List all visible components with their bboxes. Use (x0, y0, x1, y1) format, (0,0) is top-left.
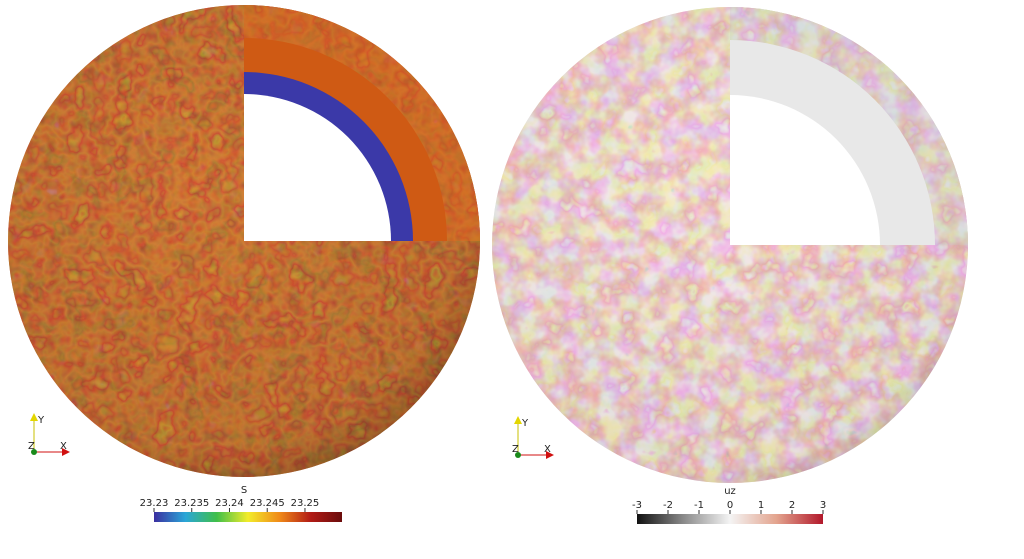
left-colorbar: S 23.23 23.235 23.24 23.245 23.25 (140, 485, 342, 522)
axis-label-y: Y (37, 415, 45, 426)
colorbar-tick-label: 23.235 (174, 498, 209, 509)
left-cutaway (244, 5, 480, 241)
axis-label-x: X (60, 441, 67, 452)
right-orientation-axes: Y X Z (512, 416, 554, 459)
right-colorbar: uz -3 -2 -1 0 1 2 3 (632, 486, 826, 524)
colorbar-ramp (637, 514, 823, 524)
colorbar-tick-label: 1 (758, 500, 764, 511)
left-sphere (8, 5, 480, 477)
colorbar-tick-label: 23.245 (250, 498, 285, 509)
left-orientation-axes: Y X Z (28, 413, 70, 456)
axis-label-z: Z (512, 444, 519, 455)
axis-label-y: Y (521, 418, 529, 429)
colorbar-title: uz (724, 486, 736, 497)
colorbar-tick-label: -2 (663, 500, 673, 511)
colorbar-tick-label: 23.24 (215, 498, 244, 509)
colorbar-tick-label: 3 (820, 500, 826, 511)
right-sphere (492, 7, 968, 483)
colorbar-title: S (241, 485, 247, 496)
colorbar-tick-label: 2 (789, 500, 795, 511)
right-cutaway (730, 7, 968, 245)
colorbar-ramp (154, 512, 342, 522)
axis-label-x: X (544, 444, 551, 455)
colorbar-tick-label: -3 (632, 500, 642, 511)
colorbar-tick-label: 23.25 (291, 498, 320, 509)
colorbar-tick-label: 0 (727, 500, 733, 511)
colorbar-tick-label: -1 (694, 500, 704, 511)
colorbar-tick-label: 23.23 (140, 498, 169, 509)
axis-label-z: Z (28, 441, 35, 452)
